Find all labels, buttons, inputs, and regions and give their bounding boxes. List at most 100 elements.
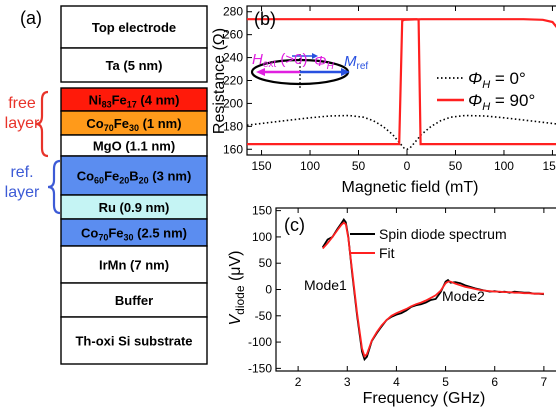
legend-fit-label: Fit bbox=[379, 245, 395, 261]
layer-substrate-label: Th-oxi Si substrate bbox=[75, 334, 192, 349]
panel-c-legend: Spin diode spectrum Fit bbox=[350, 226, 507, 261]
panel-c-xtick-label: 7 bbox=[541, 375, 548, 389]
panel-c-ytick-label: -50 bbox=[255, 309, 273, 323]
layer-buffer-label: Buffer bbox=[115, 293, 153, 308]
layer-nife-label-part: 83 bbox=[102, 100, 112, 110]
panel-b-legend: ΦH = 0° ΦH = 90° bbox=[437, 69, 535, 113]
panel-b-xtick-label: 50 bbox=[449, 159, 463, 173]
panel-c-xtick-label: 6 bbox=[491, 375, 498, 389]
panel-c-xtick-label: 2 bbox=[295, 375, 302, 389]
panel-b-ylabel: Resistance (Ω) bbox=[211, 28, 228, 134]
layer-ta-label-part: Ta (5 nm) bbox=[106, 58, 163, 73]
panel-b-ytick-label: 160 bbox=[223, 142, 243, 156]
panel-b-series-1 bbox=[247, 18, 556, 146]
layer-cofe2-label-part: 70 bbox=[98, 233, 108, 243]
layer-cofe1-label-part: Fe bbox=[114, 116, 129, 131]
panel-b-xtick-label: 100 bbox=[494, 159, 514, 173]
panel-b-xtick-label: 150 bbox=[252, 159, 272, 173]
layer-cofe2-label-part: Co bbox=[81, 226, 98, 241]
panel-c-ytick-label: 50 bbox=[259, 256, 273, 270]
panel-c-ytick-label: 150 bbox=[252, 204, 272, 218]
layer-irmn bbox=[60, 245, 208, 284]
layer-cofeb-label-part: Fe bbox=[104, 169, 119, 184]
layer-ta bbox=[60, 47, 208, 83]
layer-cofeb-label-part: 60 bbox=[94, 176, 104, 186]
layer-substrate bbox=[60, 316, 208, 365]
layer-cofeb-label-part: B bbox=[129, 169, 138, 184]
annotation-mode2: Mode2 bbox=[442, 288, 485, 304]
panel-c-ylabel: Vdiode (μV) bbox=[227, 250, 247, 325]
panel-c-label: (c) bbox=[284, 215, 305, 235]
panel-c: 2 3 4 5 6 7 150 100 50 0 -50 -100 -150 (c) Frequency… bbox=[227, 204, 556, 407]
ref-layer-bracket: ref. layer bbox=[5, 159, 61, 215]
inset-hext-label: Hext (>0) bbox=[252, 51, 307, 70]
panel-b-inset: Hext (>0) ΦH Mref bbox=[250, 51, 368, 90]
layer-mgo-label-part: MgO (1.1 nm) bbox=[93, 139, 175, 154]
free-layer-bracket: free layer bbox=[5, 90, 49, 158]
layer-cofeb-label-part: 20 bbox=[119, 176, 129, 186]
inset-mref-label: Mref bbox=[344, 53, 368, 72]
layer-cofe1-label: Co70Fe30 (1 nm) bbox=[86, 116, 181, 133]
layer-ru-label-part: Ru (0.9 nm) bbox=[99, 200, 170, 215]
legend-90deg-label: ΦH = 90° bbox=[468, 91, 535, 113]
panel-b-ytick-label: 220 bbox=[223, 74, 243, 88]
panel-b-xtick-label: 50 bbox=[352, 159, 366, 173]
layer-buffer bbox=[60, 282, 208, 318]
panel-b-xtick-label: 150 bbox=[542, 159, 556, 173]
layer-cofe2-label-part: (2.5 nm) bbox=[134, 226, 187, 241]
layer-nife-label-part: 17 bbox=[127, 100, 137, 110]
panel-c-xtick-label: 5 bbox=[442, 375, 449, 389]
layer-cofe2 bbox=[60, 218, 208, 247]
layer-cofe1-label-part: Co bbox=[86, 116, 103, 131]
layer-cofeb bbox=[60, 155, 208, 196]
layer-cofe2-label: Co70Fe30 (2.5 nm) bbox=[81, 226, 187, 243]
panel-c-ytick-label: -150 bbox=[248, 361, 272, 375]
layer-ta-label: Ta (5 nm) bbox=[106, 58, 163, 73]
panel-c-ytick-label: 0 bbox=[265, 283, 272, 297]
inset-hext-arrowhead bbox=[256, 68, 265, 76]
free-layer-label-line2: layer bbox=[5, 115, 40, 132]
panel-b-xtick-label: 100 bbox=[300, 159, 320, 173]
panel-b-ticks: 150 100 50 0 50 100 150 160 180 200 220 240 260 280 bbox=[223, 5, 556, 173]
legend-spectrum-label: Spin diode spectrum bbox=[379, 226, 507, 242]
panel-b-series bbox=[247, 18, 556, 151]
layer-nife-label-part: Ni bbox=[89, 93, 102, 108]
layer-cofeb-label-part: 20 bbox=[139, 176, 149, 186]
layer-cofeb-label-part: Co bbox=[77, 169, 94, 184]
layer-substrate-label-part: Th-oxi Si substrate bbox=[75, 334, 192, 349]
layer-top-label: Top electrode bbox=[92, 20, 176, 35]
panel-c-series bbox=[321, 218, 544, 362]
inset-phi-label: ΦH bbox=[314, 53, 335, 72]
layer-nife-label-part: (4 nm) bbox=[137, 93, 180, 108]
layer-nife-label-part: Fe bbox=[112, 93, 127, 108]
panel-b-label: (b) bbox=[254, 9, 276, 29]
panel-a-label: (a) bbox=[20, 8, 42, 28]
panel-b-ytick-label: 200 bbox=[223, 96, 243, 110]
panel-c-xtick-label: 3 bbox=[344, 375, 351, 389]
panel-c-series-fit bbox=[322, 221, 544, 358]
panel-b-xtick-label: 0 bbox=[404, 159, 411, 173]
free-layer-label-line1: free bbox=[8, 95, 36, 112]
layer-buffer-label-part: Buffer bbox=[115, 293, 153, 308]
panel-c-xlabel: Frequency (GHz) bbox=[363, 390, 486, 407]
layer-cofeb-label: Co60Fe20B20 (3 nm) bbox=[77, 169, 192, 186]
layer-mgo-label: MgO (1.1 nm) bbox=[93, 139, 175, 154]
panel-b-xlabel: Magnetic field (mT) bbox=[342, 179, 479, 196]
layer-cofe1-label-part: (1 nm) bbox=[139, 116, 182, 131]
layer-nife-label: Ni83Fe17 (4 nm) bbox=[89, 93, 180, 110]
ref-layer-label-line1: ref. bbox=[10, 164, 33, 181]
panel-b: 150 100 50 0 50 100 150 160 180 200 220 240 260 280 (… bbox=[211, 5, 556, 196]
panel-c-xtick-label: 4 bbox=[393, 375, 400, 389]
layer-cofe2-label-part: Fe bbox=[108, 226, 123, 241]
panel-b-series-2 bbox=[247, 18, 556, 146]
layer-irmn-label-part: IrMn (7 nm) bbox=[99, 258, 169, 273]
inset-top-arrowhead bbox=[312, 53, 318, 59]
panel-b-series-0 bbox=[247, 114, 556, 151]
panel-b-ytick-label: 260 bbox=[223, 28, 243, 42]
layer-irmn-label: IrMn (7 nm) bbox=[99, 258, 169, 273]
layer-cofeb-label-part: (3 nm) bbox=[149, 169, 192, 184]
panel-c-ticks: 2 3 4 5 6 7 150 100 50 0 -50 -100 -150 bbox=[248, 204, 548, 389]
layer-ru-label: Ru (0.9 nm) bbox=[99, 200, 170, 215]
